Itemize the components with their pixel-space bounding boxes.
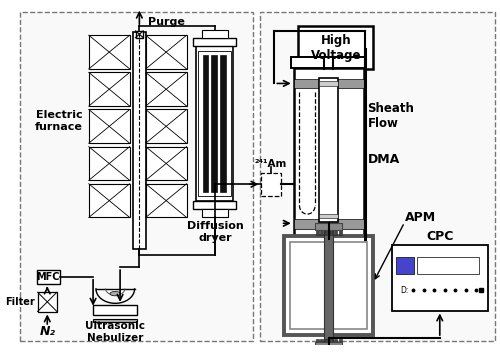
Text: Sheath
Flow: Sheath Flow	[368, 102, 414, 130]
Bar	[260, 12, 495, 341]
Bar	[416, 257, 480, 274]
Bar	[211, 55, 217, 192]
Ellipse shape	[110, 292, 120, 296]
Bar	[330, 230, 332, 235]
Bar	[202, 209, 228, 216]
Text: N₂: N₂	[40, 325, 56, 338]
Bar	[319, 214, 338, 219]
Text: APM: APM	[404, 211, 436, 224]
Bar	[319, 80, 338, 86]
Bar	[330, 339, 332, 343]
Bar	[316, 339, 318, 343]
Text: ²⁴¹Am: ²⁴¹Am	[255, 159, 287, 169]
Text: Electric
furnace: Electric furnace	[35, 110, 83, 132]
Bar	[193, 38, 236, 46]
Bar	[324, 224, 333, 343]
Bar	[315, 342, 342, 348]
Bar	[294, 219, 364, 229]
Bar	[339, 230, 342, 235]
Bar	[202, 30, 228, 38]
Bar	[146, 146, 186, 180]
Bar	[392, 245, 488, 311]
Text: Filter: Filter	[5, 297, 34, 307]
Bar	[334, 230, 337, 235]
Bar	[93, 305, 138, 315]
Bar	[133, 32, 145, 249]
Text: Diffusion
dryer: Diffusion dryer	[186, 221, 244, 243]
Bar	[36, 270, 60, 283]
Bar	[294, 68, 364, 239]
Bar	[196, 46, 234, 201]
Bar	[284, 236, 373, 335]
Bar	[319, 78, 338, 222]
Bar	[298, 26, 373, 70]
Text: Ultrasonic
Nebulizer: Ultrasonic Nebulizer	[86, 321, 146, 342]
Bar	[396, 257, 413, 274]
Bar	[88, 35, 130, 69]
Bar	[320, 339, 323, 343]
Bar	[290, 241, 368, 329]
Bar	[88, 184, 130, 217]
Bar	[316, 230, 318, 235]
Text: High
Voltage: High Voltage	[310, 34, 361, 62]
Bar	[315, 223, 342, 230]
Bar	[136, 31, 143, 38]
Bar	[146, 35, 186, 69]
Bar	[339, 339, 342, 343]
Bar	[291, 58, 366, 68]
Bar	[146, 184, 186, 217]
Bar	[88, 72, 130, 106]
Bar	[193, 201, 236, 209]
Bar	[320, 230, 323, 235]
Bar	[220, 55, 226, 192]
Bar	[202, 55, 208, 192]
Text: Purge: Purge	[148, 17, 185, 27]
Bar	[88, 109, 130, 143]
Bar	[88, 146, 130, 180]
Text: MFC: MFC	[36, 272, 60, 282]
Bar	[294, 79, 364, 88]
Bar	[146, 72, 186, 106]
Bar	[325, 339, 328, 343]
Bar	[20, 12, 252, 341]
Bar	[38, 292, 57, 311]
Bar	[146, 109, 186, 143]
Text: CPC: CPC	[426, 230, 454, 243]
Text: D:: D:	[400, 286, 408, 295]
Bar	[93, 319, 138, 322]
Bar	[262, 173, 280, 196]
Text: DMA: DMA	[368, 153, 400, 166]
Bar	[334, 339, 337, 343]
Bar	[325, 230, 328, 235]
Bar	[198, 51, 231, 196]
